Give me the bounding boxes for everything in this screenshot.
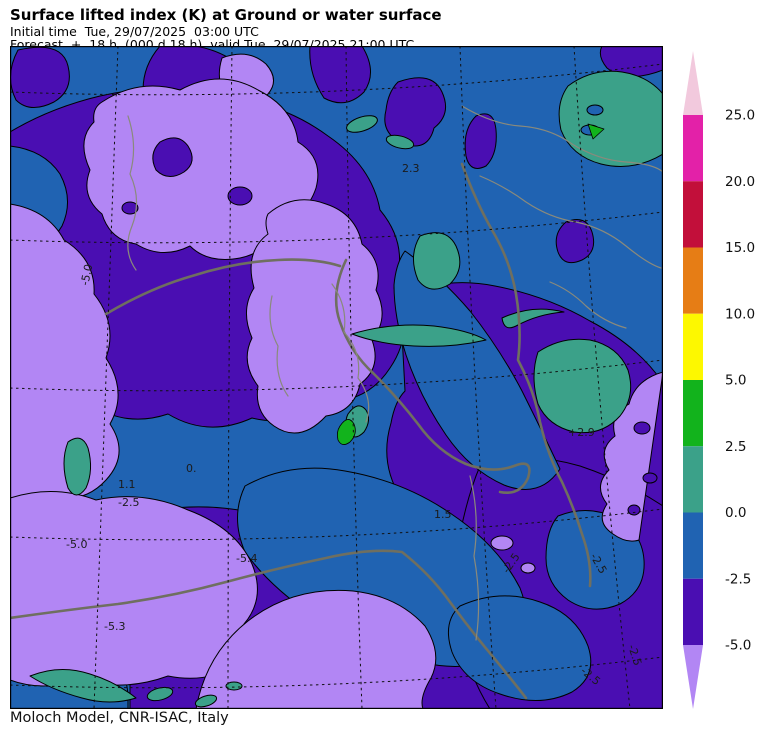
contour-label: -2.5 bbox=[625, 643, 644, 667]
region bbox=[336, 419, 356, 445]
graticule bbox=[10, 46, 663, 709]
meridian bbox=[345, 46, 363, 709]
region bbox=[533, 338, 632, 434]
contour-label: -5.0 bbox=[78, 263, 95, 287]
colorbar-segments bbox=[683, 115, 703, 645]
meridian bbox=[573, 46, 631, 709]
contour-label: -2.5 bbox=[118, 496, 139, 509]
region bbox=[599, 46, 663, 77]
region bbox=[447, 595, 592, 702]
region bbox=[413, 232, 461, 290]
region-hole bbox=[642, 472, 658, 484]
colorbar-tick: 20.0 bbox=[725, 174, 755, 190]
colorbar-tick-labels: 25.0 20.0 15.0 10.0 5.0 2.5 0.0 -2.5 -5.… bbox=[725, 108, 755, 654]
green-regions bbox=[336, 123, 605, 445]
colorbar-tick: 5.0 bbox=[725, 373, 746, 389]
contour-label: 1.5 bbox=[434, 508, 452, 521]
meridian bbox=[93, 46, 119, 709]
region bbox=[194, 694, 218, 708]
parallel bbox=[10, 656, 663, 689]
region bbox=[29, 669, 137, 703]
page-title: Surface lifted index (K) at Ground or wa… bbox=[10, 6, 442, 24]
region bbox=[10, 46, 70, 108]
contour-label: -5.4 bbox=[236, 552, 257, 565]
colorbar: 25.0 20.0 15.0 10.0 5.0 2.5 0.0 -2.5 -5.… bbox=[683, 51, 755, 709]
colorbar-segment bbox=[683, 181, 703, 248]
region bbox=[587, 123, 605, 140]
colorbar-tick: 0.0 bbox=[725, 505, 746, 521]
region bbox=[351, 324, 487, 347]
contour-label: 2.3 bbox=[402, 162, 420, 175]
colorbar-over-arrow bbox=[683, 51, 703, 115]
contour-label: 1.1 bbox=[118, 478, 136, 491]
coastlines bbox=[10, 162, 592, 700]
africa-coast bbox=[10, 549, 528, 700]
region-hole bbox=[121, 201, 139, 215]
colorbar-tick: 15.0 bbox=[725, 240, 755, 256]
meridian bbox=[227, 46, 233, 709]
parallel bbox=[10, 508, 663, 541]
region bbox=[83, 78, 319, 260]
region-hole bbox=[586, 104, 604, 116]
model-credit: Moloch Model, CNR-ISAC, Italy bbox=[10, 710, 229, 726]
parallel bbox=[10, 359, 663, 392]
region bbox=[225, 681, 243, 691]
forecast-map: 2.3 +2.9 1.1 -2.5 0. -5.0 -5.0 -5.3 -5.4… bbox=[10, 46, 663, 709]
colorbar-segment bbox=[683, 512, 703, 579]
teal-regions bbox=[29, 70, 663, 708]
contour-label: 0. bbox=[186, 462, 197, 475]
meridian bbox=[459, 46, 497, 709]
colorbar-segment bbox=[683, 115, 703, 182]
region bbox=[146, 686, 174, 702]
region bbox=[346, 115, 378, 133]
border bbox=[461, 105, 663, 173]
contour-label: +2.9 bbox=[568, 426, 595, 439]
region bbox=[63, 437, 92, 496]
contour-label: -5.0 bbox=[66, 538, 87, 551]
colorbar-tick: 25.0 bbox=[725, 108, 755, 124]
region bbox=[555, 219, 595, 264]
region bbox=[600, 371, 663, 542]
colorbar-segment bbox=[683, 247, 703, 314]
border bbox=[127, 115, 138, 271]
balkan-coast bbox=[460, 162, 592, 588]
border bbox=[331, 283, 370, 423]
italy-coast bbox=[334, 258, 531, 494]
colorbar-segment bbox=[683, 313, 703, 380]
colorbar-tick: 10.0 bbox=[725, 306, 755, 322]
region bbox=[464, 113, 497, 169]
region bbox=[307, 46, 371, 104]
region bbox=[490, 535, 514, 551]
region bbox=[195, 589, 437, 709]
initial-time-line: Initial time Tue, 29/07/2025 03:00 UTC bbox=[10, 24, 259, 39]
contour-label: -5.3 bbox=[104, 620, 125, 633]
parallel bbox=[10, 211, 663, 244]
border bbox=[549, 281, 627, 329]
region bbox=[393, 250, 561, 490]
parallel bbox=[10, 63, 663, 96]
region bbox=[384, 77, 447, 147]
border bbox=[469, 475, 480, 641]
colorbar-segment bbox=[683, 578, 703, 645]
inland-borders bbox=[127, 105, 663, 641]
region-hole bbox=[152, 137, 193, 177]
border bbox=[479, 175, 662, 269]
border bbox=[269, 295, 289, 397]
region-hole bbox=[633, 421, 651, 435]
colorbar-under-arrow bbox=[683, 645, 703, 709]
region-hole bbox=[227, 186, 253, 206]
colorbar-tick: -2.5 bbox=[725, 571, 751, 587]
colorbar-tick: 2.5 bbox=[725, 439, 746, 455]
region-hole bbox=[627, 504, 641, 516]
region bbox=[246, 199, 383, 434]
colorbar-tick: -5.0 bbox=[725, 638, 751, 654]
map-frame bbox=[10, 46, 663, 709]
region bbox=[520, 562, 536, 574]
alps-border bbox=[104, 258, 342, 316]
lavender-regions bbox=[10, 53, 663, 709]
colorbar-segment bbox=[683, 380, 703, 447]
region bbox=[385, 134, 415, 150]
colorbar-segment bbox=[683, 446, 703, 513]
